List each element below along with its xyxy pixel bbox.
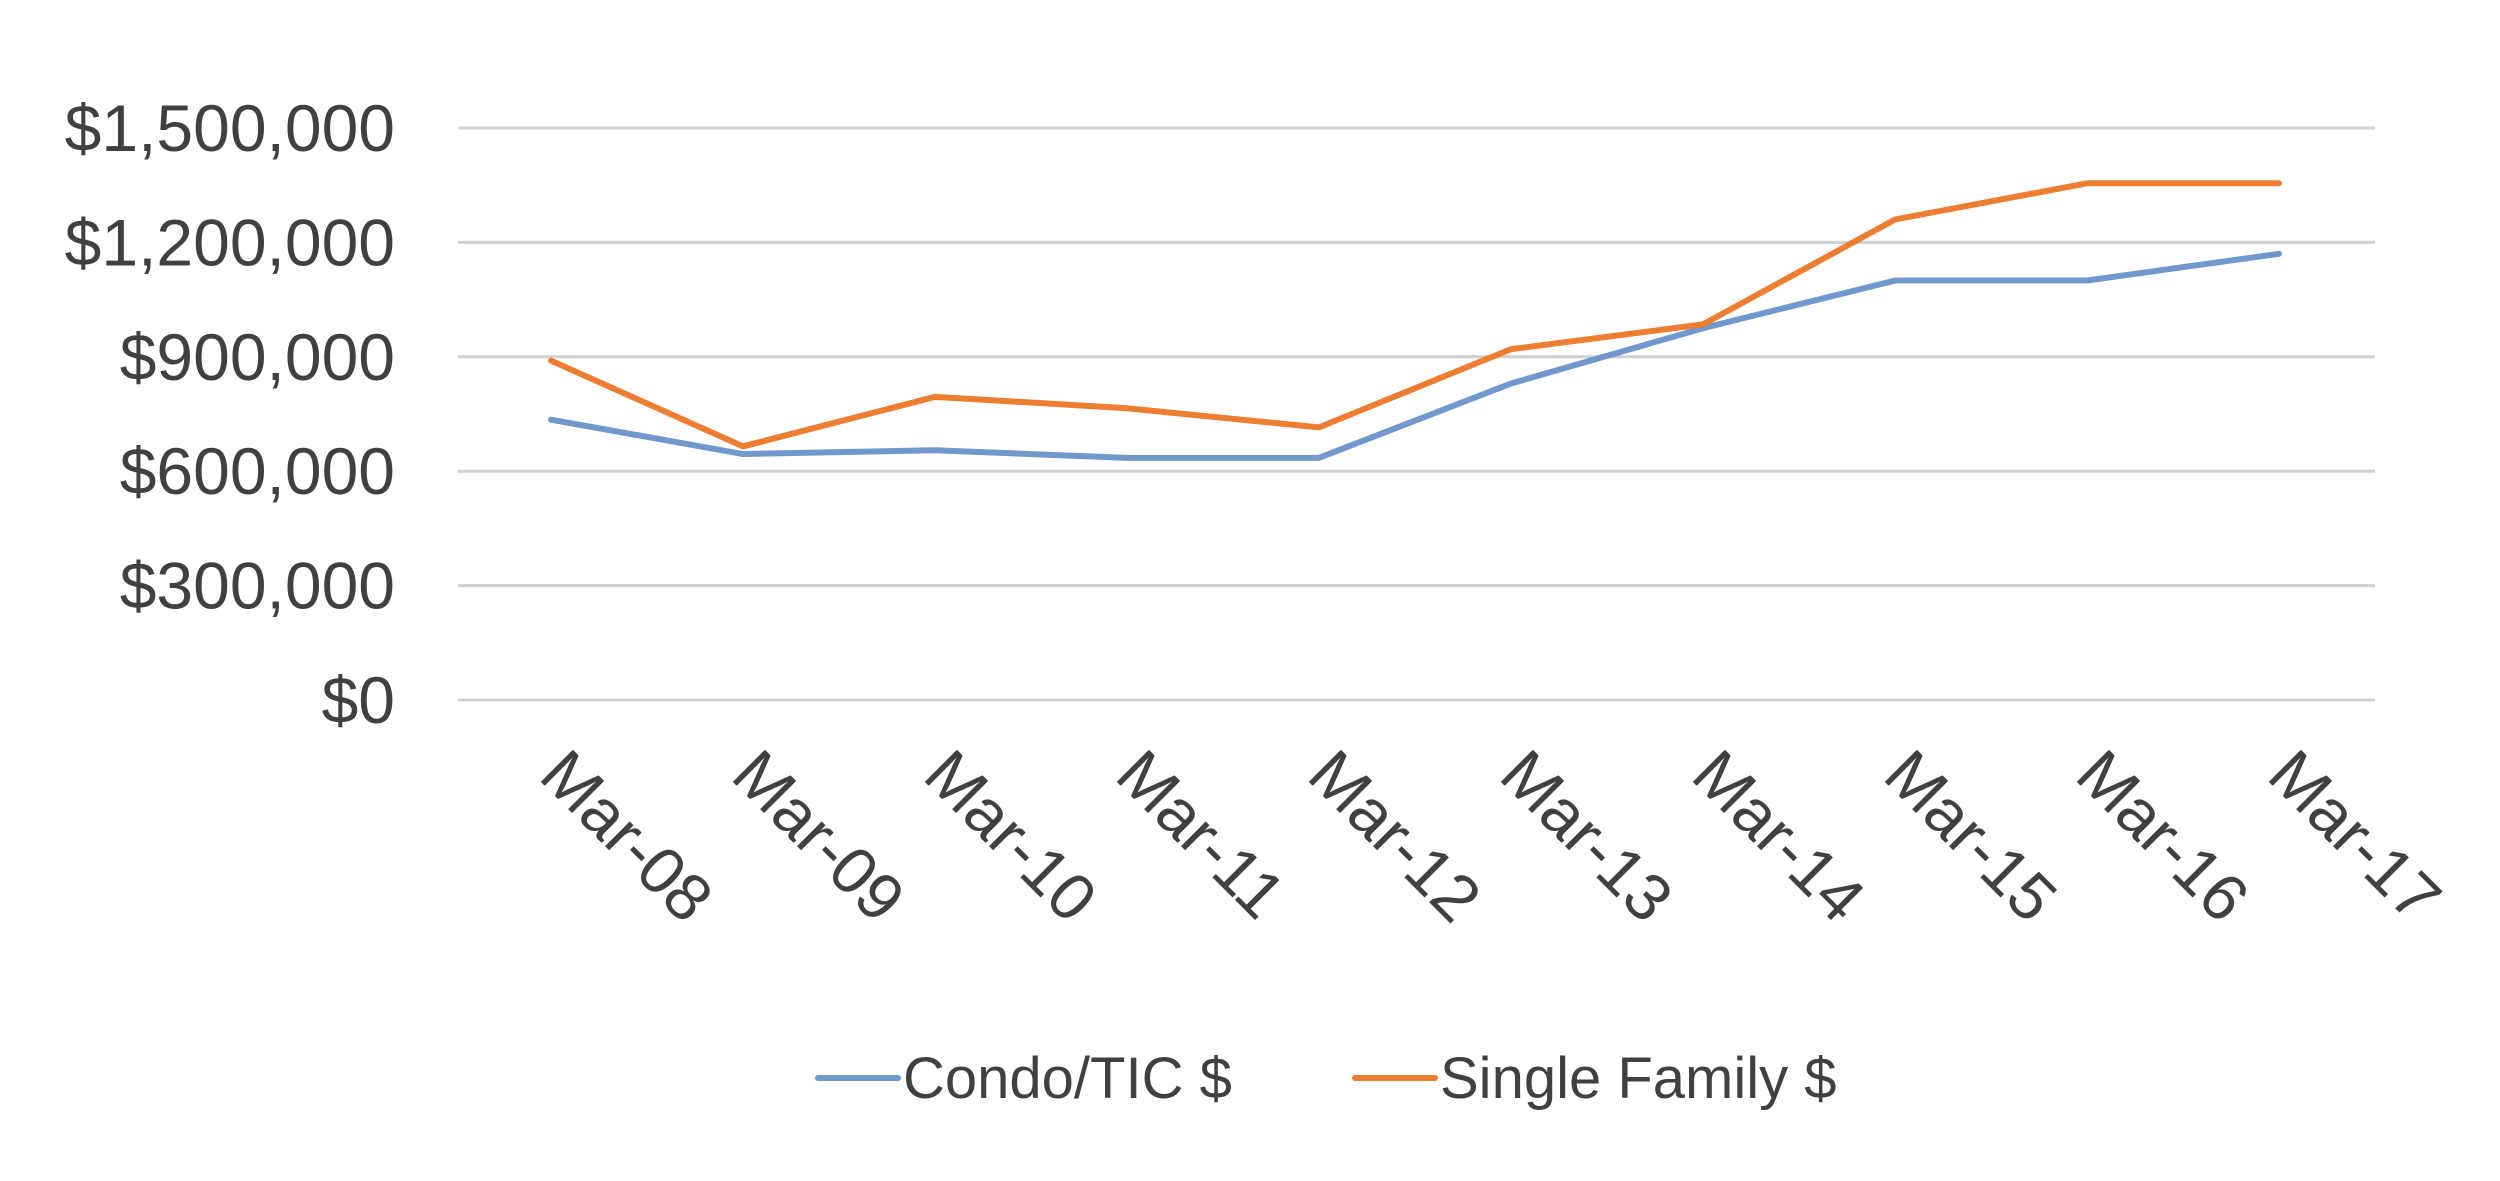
x-axis-tick-labels: Mar-08Mar-09Mar-10Mar-11Mar-12Mar-13Mar-… [527,736,2455,936]
series-line-single-family [548,180,2282,450]
y-tick-label: $1,200,000 [65,205,395,279]
x-tick-label: Mar-17 [2255,736,2455,936]
x-tick-label: Mar-16 [2063,736,2263,936]
gridlines [458,126,2375,702]
x-tick-label: Mar-08 [527,736,727,936]
y-tick-label: $300,000 [120,549,395,623]
y-tick-label: $1,500,000 [65,91,395,165]
series-line-condo-tic [548,250,2282,461]
x-tick-label: Mar-11 [1103,736,1300,933]
x-tick-label: Mar-15 [1871,736,2071,936]
x-tick-label: Mar-12 [1295,736,1495,936]
x-tick-label: Mar-14 [1679,736,1879,936]
x-tick-label: Mar-13 [1487,736,1687,936]
x-tick-label: Mar-10 [911,736,1111,936]
x-tick-label: Mar-09 [719,736,919,936]
legend-label: Condo/TIC $ [903,1046,1232,1111]
y-tick-label: $600,000 [120,434,395,508]
y-tick-label: $0 [322,663,395,737]
series-lines [548,180,2282,461]
legend: Condo/TIC $ Single Family $ [815,1046,1836,1111]
legend-label: Single Family $ [1440,1046,1836,1111]
y-tick-label: $900,000 [120,320,395,394]
y-axis-tick-labels: $0 $300,000 $600,000 $900,000 $1,200,000 $1,5… [65,91,395,737]
